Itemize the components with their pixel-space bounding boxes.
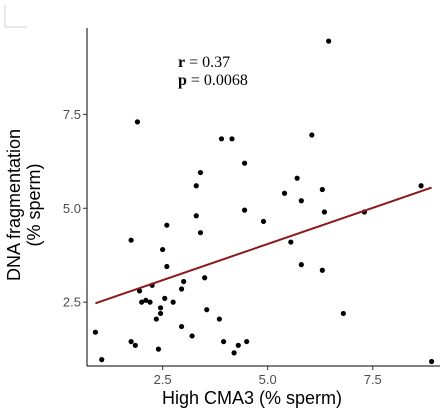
data-point: [92, 329, 99, 335]
data-point: [132, 342, 138, 348]
data-point: [181, 278, 187, 285]
y-tick-label: 5.0: [63, 201, 81, 216]
data-point: [155, 346, 162, 352]
x-ticks: 2.5 5.0 7.5: [154, 366, 382, 387]
data-point: [231, 350, 237, 356]
data-point: [178, 286, 185, 292]
y-axis-title: DNA fragmentation (% sperm): [4, 129, 44, 281]
axes: [86, 28, 440, 367]
data-point: [216, 316, 222, 322]
annotation-r: r = 0.37: [178, 54, 230, 71]
regression-line: [95, 186, 432, 305]
data-point: [128, 237, 134, 243]
y-axis-title-line-2: (% sperm): [24, 163, 44, 246]
data-point: [157, 305, 164, 311]
data-point: [128, 338, 134, 345]
data-point: [220, 338, 227, 345]
data-point: [294, 175, 300, 181]
data-point: [298, 198, 304, 204]
data-point: [298, 262, 304, 268]
x-axis-title: High CMA3 (% sperm): [162, 388, 342, 408]
y-axis-title-line-1: DNA fragmentation: [4, 129, 24, 281]
data-point: [319, 267, 325, 273]
data-point: [157, 310, 164, 317]
data-point: [235, 342, 241, 348]
y-tick-label: 2.5: [63, 295, 81, 310]
annotation-p: p = 0.0068: [178, 72, 248, 89]
data-point: [197, 230, 204, 236]
data-point: [260, 218, 267, 225]
data-point: [288, 239, 294, 245]
data-point: [428, 358, 435, 365]
data-point: [170, 299, 176, 305]
data-point: [178, 323, 185, 330]
data-point: [340, 310, 346, 317]
x-tick-label: 7.5: [364, 372, 382, 387]
data-point: [218, 136, 225, 142]
data-point: [147, 299, 153, 305]
data-point: [241, 207, 248, 213]
data-point: [99, 357, 105, 363]
data-point: [162, 295, 168, 301]
data-point: [197, 169, 204, 176]
data-points: [92, 38, 435, 365]
data-point: [202, 275, 208, 281]
data-point: [193, 183, 199, 189]
y-tick-label: 7.5: [63, 107, 81, 122]
data-point: [164, 263, 170, 270]
data-point: [134, 119, 141, 125]
y-ticks: 2.5 5.0 7.5: [63, 107, 87, 310]
data-point: [281, 190, 288, 196]
x-tick-label: 2.5: [154, 372, 172, 387]
data-point: [204, 307, 210, 313]
data-point: [189, 333, 195, 339]
data-point: [153, 316, 159, 322]
data-point: [193, 213, 199, 219]
data-point: [244, 338, 250, 345]
data-point: [241, 160, 248, 166]
data-point: [160, 246, 166, 253]
data-point: [143, 297, 149, 303]
data-point: [418, 183, 424, 189]
data-point: [164, 222, 170, 228]
data-point: [326, 38, 332, 44]
data-point: [319, 186, 325, 193]
data-point: [139, 299, 145, 305]
data-point: [309, 132, 315, 138]
data-point: [229, 136, 235, 142]
data-point: [321, 209, 328, 215]
x-tick-label: 5.0: [259, 372, 277, 387]
corner-mark: [4, 5, 27, 28]
